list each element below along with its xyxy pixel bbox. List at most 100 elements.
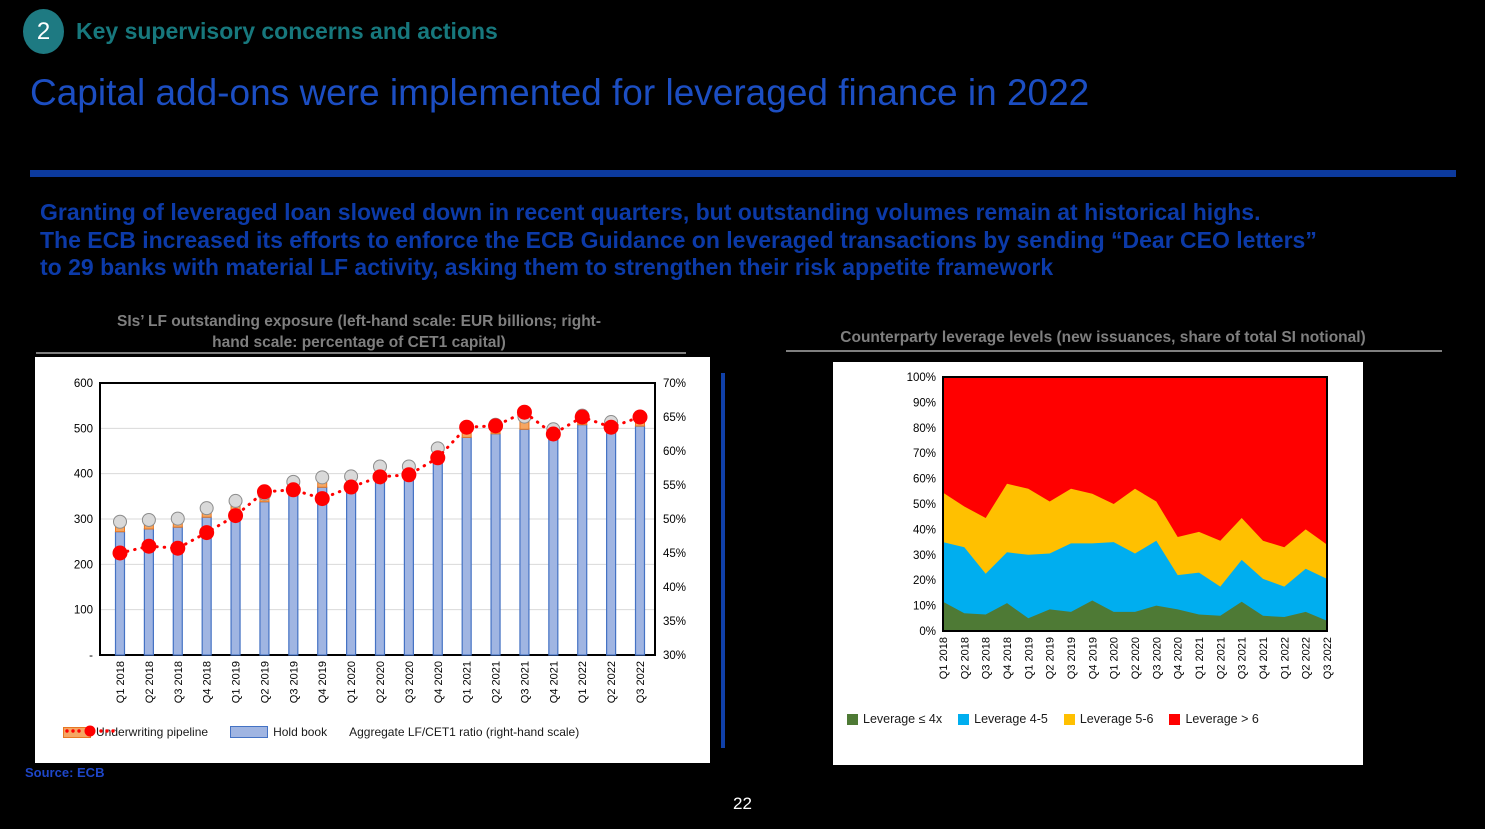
y-axis-tick-label: 70% [913,448,936,460]
x-axis-tick-label: Q2 2019 [1045,637,1057,679]
hold-book-bar [230,509,241,656]
hold-book-bar [548,438,559,656]
x-axis-tick-label: Q2 2021 [491,661,503,703]
left-chart-legend: Underwriting pipeline Hold book Aggregat… [63,725,579,739]
total-exposure-marker [113,514,127,529]
hold-book-bar [577,424,588,656]
x-axis-tick-label: Q3 2020 [404,661,416,703]
x-axis-tick-label: Q4 2021 [548,661,560,703]
ratio-marker [285,482,301,498]
hold-book-bar [403,476,414,656]
body-text: Granting of leveraged loan slowed down i… [40,199,1470,282]
legend-item-leverage-5-6: Leverage 5-6 [1063,712,1153,726]
x-axis-tick-label: Q1 2020 [1109,637,1121,679]
right-axis-tick-label: 65% [663,412,686,424]
x-axis-tick-label: Q2 2018 [144,661,156,703]
leverage-gt6-swatch [1169,713,1181,725]
left-axis-tick-label: 400 [74,469,93,481]
ratio-marker [199,525,215,541]
hold-book-bar [606,432,617,656]
lf-exposure-chart: - 100 200 300 400 500 600 30% 35% 40% 45% 50% 55% 60%… [74,378,686,703]
right-axis-tick-label: 50% [663,514,686,526]
right-title-underline [786,350,1442,352]
x-axis-tick-label: Q3 2018 [173,661,185,703]
area-leverage-le4 [943,600,1327,631]
section-number-badge: 2 [23,9,64,54]
left-axis-tick-label: 200 [74,559,93,571]
x-axis-tick-label: Q4 2019 [1087,637,1099,679]
ratio-marker [603,419,619,435]
ratio-marker [401,467,417,483]
x-axis-tick-label: Q1 2021 [1194,637,1206,679]
hold-book-bar [317,486,328,656]
hold-book-bar [634,425,646,656]
ratio-marker [141,538,157,554]
y-axis-tick-label: 100% [907,372,936,384]
ratio-marker [574,409,590,425]
legend-item-ratio: Aggregate LF/CET1 ratio (right-hand scal… [65,725,579,739]
x-axis-tick-label: Q2 2020 [375,661,387,703]
ratio-marker [228,508,244,524]
body-line-2: The ECB increased its efforts to enforce… [40,226,1317,253]
x-axis-tick-label: Q4 2018 [202,661,214,703]
y-axis-tick-label: 20% [913,575,936,587]
right-axis-tick-label: 30% [663,650,686,662]
section-heading: Key supervisory concerns and actions [76,18,498,44]
total-exposure-marker [315,470,330,485]
x-axis-tick-label: Q3 2021 [1237,637,1249,679]
x-axis-tick-label: Q1 2019 [231,661,243,703]
x-axis-tick-label: Q1 2021 [462,661,474,703]
legend-item-hold-book: Hold book [230,725,327,739]
left-axis-tick-label: - [89,650,93,662]
y-axis-tick-label: 50% [913,499,936,511]
right-chart-title: Counterparty leverage levels (new issuan… [840,329,1366,346]
x-axis-tick-label: Q2 2022 [606,661,618,703]
hold-book-bar [519,428,530,656]
ratio-marker [545,426,561,442]
ratio-marker [516,404,532,420]
right-axis-tick-label: 60% [663,446,686,458]
right-axis-tick-label: 55% [663,480,686,492]
left-axis-tick-label: 300 [74,514,93,526]
right-chart-panel: 0% 10% 20% 30% 40% 50% 60% 70% 80% 90% 100% Q1 2018… [833,362,1363,765]
left-chart-title: SIs’ LF outstanding exposure (left-hand … [117,313,601,351]
x-axis-tick-label: Q1 2018 [115,661,127,703]
leverage-le4-swatch [847,713,858,725]
legend-item-leverage-gt6: Leverage > 6 [1169,712,1259,726]
hold-book-bar [288,491,299,656]
ratio-marker [112,545,128,561]
vertical-divider [721,373,725,748]
ratio-marker [430,450,446,466]
y-axis-tick-label: 0% [919,626,936,638]
plot-frame [942,376,1328,632]
source-note: Source: ECB [25,765,105,780]
ratio-marker [459,419,475,435]
ratio-marker [343,479,359,495]
left-title-underline [36,352,686,354]
ratio-marker [372,469,388,485]
x-axis-tick-label: Q4 2021 [1258,637,1270,679]
x-axis-tick-label: Q2 2021 [1215,637,1227,679]
page-title: Capital add-ons were implemented for lev… [30,72,1090,113]
left-axis-tick-label: 100 [74,605,93,617]
x-axis-tick-label: Q3 2018 [981,637,993,679]
hold-book-swatch [230,726,269,738]
ratio-marker [488,418,504,434]
x-axis-tick-label: Q3 2019 [1066,637,1078,679]
x-axis-tick-label: Q1 2022 [1279,637,1291,679]
x-axis-tick-label: Q4 2018 [1002,637,1014,679]
right-axis-tick-label: 70% [663,378,686,390]
x-axis-tick-label: Q1 2019 [1023,637,1035,679]
y-axis-tick-label: 10% [913,601,936,613]
right-axis-tick-label: 35% [663,616,686,628]
y-axis-tick-label: 90% [913,397,936,409]
x-axis-tick-label: Q1 2018 [938,637,950,679]
x-axis-tick-label: Q2 2019 [259,661,271,703]
total-exposure-marker [141,512,156,527]
x-axis-tick-label: Q2 2020 [1130,637,1142,679]
section-number: 2 [36,17,51,45]
x-axis-tick-label: Q1 2020 [346,661,358,703]
title-rule [30,170,1456,177]
right-axis-tick-label: 40% [663,582,686,594]
